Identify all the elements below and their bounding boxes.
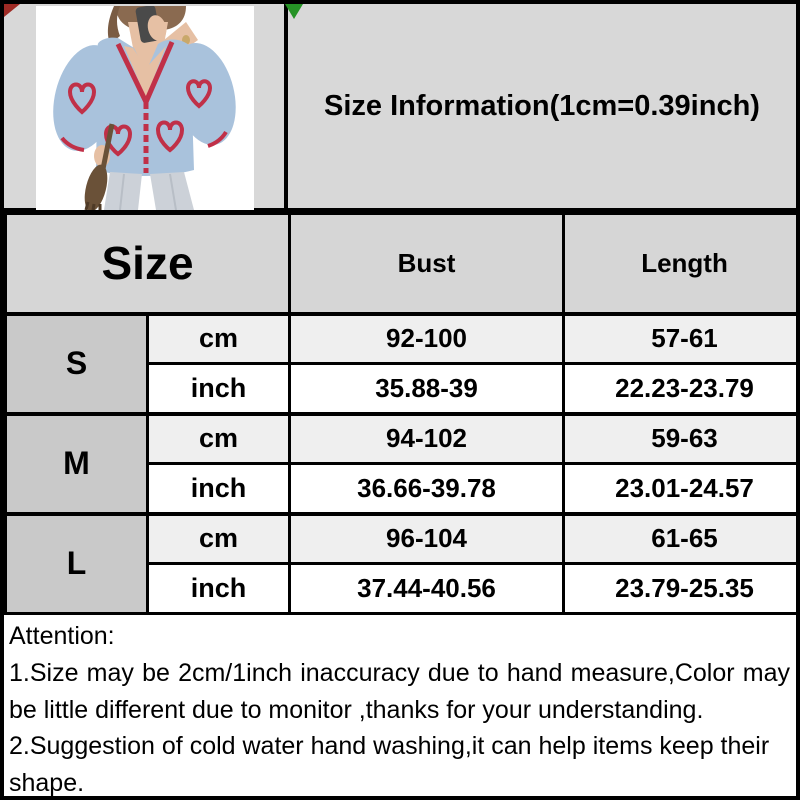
red-corner-mark-icon (4, 4, 20, 17)
value-m-cm-length: 59-63 (562, 411, 796, 465)
table-row-s-inch: inch 35.88-39 22.23-23.79 (6, 362, 796, 415)
table-row-m-inch: inch 36.66-39.78 23.01-24.57 (6, 462, 796, 515)
product-photo-panel (4, 4, 288, 210)
attention-heading: Attention: (9, 622, 115, 650)
value-s-inch-bust: 35.88-39 (288, 362, 566, 415)
value-l-cm-length: 61-65 (562, 511, 796, 565)
column-header-bust: Bust (288, 212, 566, 315)
top-section: Size Information(1cm=0.39inch) (4, 4, 796, 212)
model-wearing-blouse-illustration (36, 6, 254, 210)
green-wedge-mark-icon (285, 4, 303, 19)
size-label-s: S (4, 311, 149, 415)
unit-label-inch: inch (145, 462, 292, 515)
size-table: Size Bust Length S cm 92-100 57-61 inch … (4, 212, 796, 615)
size-info-banner-text: Size Information(1cm=0.39inch) (324, 89, 760, 122)
size-info-banner: Size Information(1cm=0.39inch) (288, 4, 796, 208)
unit-label-inch: inch (145, 362, 292, 415)
product-photo (36, 6, 254, 210)
unit-label-cm: cm (145, 411, 292, 465)
value-m-inch-length: 23.01-24.57 (562, 462, 796, 515)
value-l-cm-bust: 96-104 (288, 511, 566, 565)
value-m-cm-bust: 94-102 (288, 411, 566, 465)
size-label-l: L (4, 511, 149, 615)
attention-section: Attention: 1.Size may be 2cm/1inch inacc… (4, 615, 796, 797)
value-s-cm-bust: 92-100 (288, 311, 566, 365)
table-row-m-cm: M cm 94-102 59-63 (4, 411, 796, 515)
value-s-inch-length: 22.23-23.79 (562, 362, 796, 415)
size-label-m: M (4, 411, 149, 515)
value-l-inch-bust: 37.44-40.56 (288, 562, 566, 615)
value-s-cm-length: 57-61 (562, 311, 796, 365)
column-header-size: Size (4, 212, 292, 315)
unit-label-cm: cm (145, 511, 292, 565)
table-row-l-cm: L cm 96-104 61-65 (4, 511, 796, 615)
table-row-l-inch: inch 37.44-40.56 23.79-25.35 (6, 562, 796, 615)
value-l-inch-length: 23.79-25.35 (562, 562, 796, 615)
unit-label-inch: inch (145, 562, 292, 615)
value-m-inch-bust: 36.66-39.78 (288, 462, 566, 515)
unit-label-cm: cm (145, 311, 292, 365)
size-table-header-row: Size Bust Length (4, 212, 796, 315)
attention-note-1: 1.Size may be 2cm/1inch inaccuracy due t… (9, 658, 790, 724)
column-header-length: Length (562, 212, 796, 315)
attention-note-2: 2.Suggestion of cold water hand washing,… (9, 732, 770, 797)
table-row-s-cm: S cm 92-100 57-61 (4, 311, 796, 415)
